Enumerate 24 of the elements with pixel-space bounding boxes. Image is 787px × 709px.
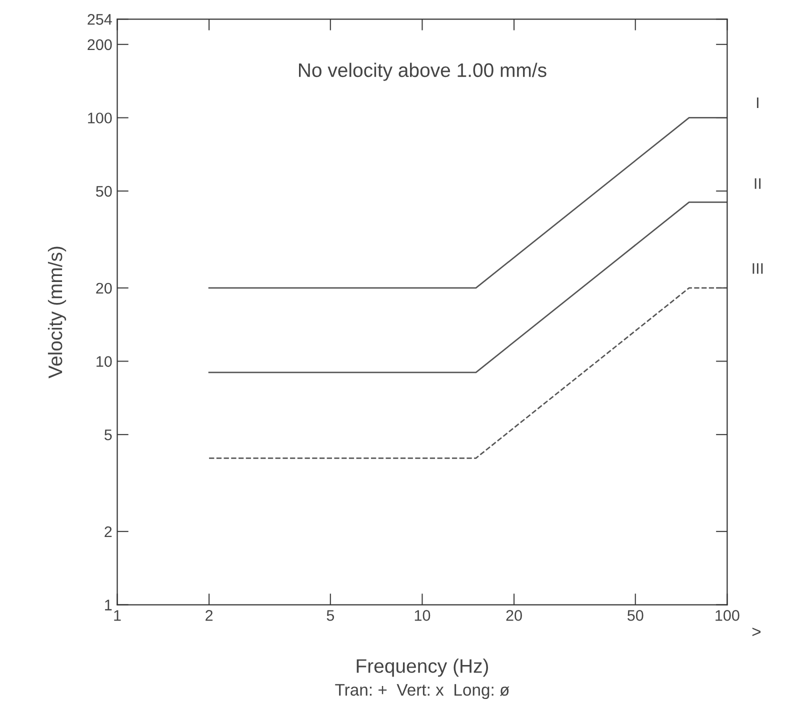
y-tick-label: 200 (88, 39, 112, 50)
y-tick-label: 50 (96, 186, 112, 197)
y-tick-label: 254 (88, 14, 112, 25)
y-tick-label: 2 (104, 526, 112, 538)
y-tick-label: 20 (96, 282, 112, 294)
x-axis-title: Frequency (Hz) (356, 658, 488, 677)
x-tick-label: 10 (414, 610, 430, 621)
annotation: No velocity above 1.00 mm/s (299, 62, 546, 81)
text: III (752, 263, 763, 274)
y-axis-title: Velocity (mm/s) (48, 246, 66, 378)
y-tick-label: 100 (88, 112, 112, 124)
x-tick-label: 5 (326, 610, 334, 621)
y-tick-label: 5 (104, 430, 112, 440)
text: II (754, 178, 761, 189)
x-tick-label: 20 (506, 610, 522, 621)
text: > (752, 628, 761, 636)
x-tick-label: 50 (628, 610, 644, 621)
y-tick-label: 10 (96, 356, 112, 367)
text: Tran: + Vert: x Long: ø (335, 684, 510, 700)
text: I (756, 98, 758, 108)
y-tick-label: 1 (105, 600, 112, 610)
x-tick-label: 2 (206, 610, 213, 621)
x-tick-label: 100 (716, 610, 740, 621)
x-tick-label: 1 (114, 610, 121, 621)
